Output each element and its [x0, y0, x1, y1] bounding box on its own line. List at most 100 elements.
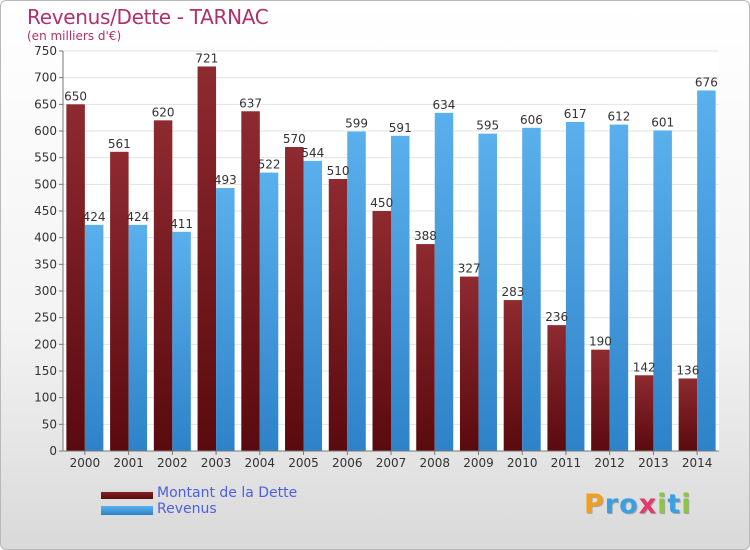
chart-title: Revenus/Dette - TARNAC [27, 5, 269, 29]
data-label-revenus: 411 [170, 217, 193, 231]
bar-revenus [172, 231, 191, 451]
y-tick-label: 350 [34, 257, 57, 271]
data-label-dette: 570 [283, 132, 306, 146]
data-label-revenus: 634 [433, 98, 456, 112]
data-label-revenus: 612 [607, 110, 630, 124]
y-tick-label: 200 [34, 337, 57, 351]
y-tick-label: 50 [42, 417, 57, 431]
x-tick-label: 2013 [638, 456, 669, 470]
bar-revenus [128, 224, 148, 451]
x-tick-label: 2003 [201, 456, 232, 470]
y-tick-label: 250 [34, 311, 57, 325]
data-label-revenus: 522 [258, 158, 281, 172]
y-tick-label: 500 [34, 177, 57, 191]
data-label-dette: 283 [501, 285, 524, 299]
bar-dette [153, 120, 173, 451]
y-tick-label: 300 [34, 284, 57, 298]
x-tick-label: 2002 [157, 456, 188, 470]
legend-label-dette: Montant de la Dette [157, 485, 298, 501]
logo-letter: o [619, 489, 639, 520]
bar-dette [197, 66, 217, 451]
bar-revenus [522, 127, 541, 452]
bar-revenus [84, 224, 104, 451]
data-label-revenus: 424 [83, 210, 106, 224]
proxiti-logo: Proxiti [584, 489, 692, 520]
x-tick-label: 2007 [376, 456, 407, 470]
bar-revenus [697, 90, 716, 451]
legend-swatch-revenus [101, 506, 153, 515]
x-tick-label: 2005 [288, 456, 319, 470]
x-tick-label: 2001 [113, 456, 144, 470]
bar-dette [416, 244, 435, 451]
y-tick-label: 550 [34, 151, 57, 165]
y-tick-label: 600 [34, 124, 57, 138]
bar-dette [372, 211, 391, 451]
legend-label-revenus: Revenus [157, 501, 217, 517]
y-tick-label: 650 [34, 97, 57, 111]
y-tick-label: 450 [34, 204, 57, 218]
data-label-revenus: 599 [345, 117, 368, 131]
x-tick-label: 2004 [245, 456, 276, 470]
bar-revenus [609, 124, 629, 451]
bar-dette [547, 325, 566, 451]
bar-dette [110, 151, 129, 452]
data-label-revenus: 601 [651, 115, 674, 129]
bar-dette [591, 349, 610, 451]
data-label-dette: 721 [195, 51, 218, 65]
data-label-revenus: 606 [520, 113, 543, 127]
data-label-dette: 510 [327, 164, 350, 178]
data-label-revenus: 544 [301, 146, 324, 160]
data-label-revenus: 493 [214, 173, 237, 187]
data-label-dette: 142 [633, 360, 656, 374]
x-tick-label: 2012 [594, 456, 625, 470]
bar-dette [241, 111, 260, 452]
legend-swatch-dette [101, 490, 153, 499]
data-label-dette: 637 [239, 96, 262, 110]
logo-letter: i [657, 489, 668, 520]
x-tick-label: 2010 [507, 456, 538, 470]
logo-letter: i [681, 489, 692, 520]
logo-letter: x [638, 489, 658, 520]
logo-letter: r [604, 489, 620, 520]
data-label-dette: 620 [152, 105, 175, 119]
logo-letter: t [667, 489, 682, 520]
data-label-revenus: 595 [476, 119, 499, 133]
bar-dette [285, 147, 304, 451]
bar-dette [634, 375, 654, 451]
x-tick-label: 2006 [332, 456, 363, 470]
x-tick-label: 2014 [682, 456, 713, 470]
bar-revenus [478, 133, 497, 451]
bar-revenus [434, 112, 454, 451]
data-label-dette: 388 [414, 229, 437, 243]
chart-subtitle: (en milliers d'€) [27, 29, 122, 43]
bar-dette [328, 179, 348, 451]
y-tick-label: 700 [34, 71, 57, 85]
data-label-dette: 327 [458, 262, 481, 276]
data-label-dette: 190 [589, 335, 612, 349]
bar-revenus [303, 160, 323, 451]
x-tick-label: 2011 [551, 456, 582, 470]
logo-letter: P [584, 489, 605, 520]
y-tick-label: 150 [34, 364, 57, 378]
bar-dette [66, 104, 85, 451]
bar-revenus [391, 135, 410, 452]
bar-dette [459, 276, 479, 451]
data-label-dette: 561 [108, 137, 131, 151]
x-tick-label: 2008 [419, 456, 450, 470]
y-tick-label: 0 [49, 444, 57, 458]
data-label-revenus: 591 [389, 121, 412, 135]
data-label-revenus: 424 [126, 210, 149, 224]
data-label-dette: 450 [370, 196, 393, 210]
y-tick-label: 400 [34, 231, 57, 245]
bar-revenus [347, 131, 366, 452]
data-label-dette: 136 [676, 363, 699, 377]
bar-dette [503, 300, 523, 451]
y-tick-label: 750 [34, 44, 57, 58]
data-label-revenus: 617 [564, 107, 587, 121]
bar-dette [678, 378, 698, 451]
x-tick-label: 2009 [463, 456, 494, 470]
data-label-revenus: 676 [695, 75, 718, 89]
x-tick-label: 2000 [70, 456, 101, 470]
